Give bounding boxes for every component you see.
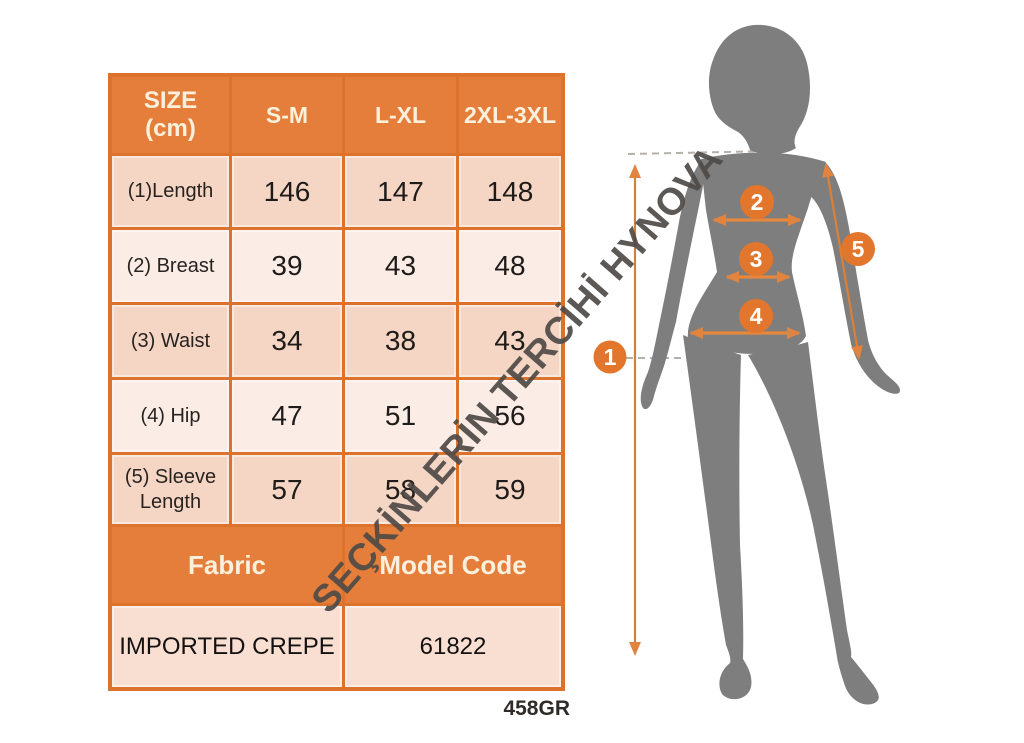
- model-code-header: Model Code: [345, 527, 561, 603]
- column-header-2xl3xl: 2XL-3XL: [459, 77, 561, 153]
- marker-5-circle: [841, 232, 875, 266]
- value-breast-sm: 39: [232, 230, 342, 302]
- row-label-length: (1)Length: [112, 156, 229, 227]
- column-header-size: SIZE (cm): [112, 77, 229, 153]
- row-label-hip: (4) Hip: [112, 380, 229, 452]
- marker-5-label: 5: [852, 236, 865, 262]
- female-silhouette-icon: [640, 24, 901, 705]
- fabric-value: IMPORTED CREPE: [112, 606, 342, 687]
- column-header-lxl: L-XL: [345, 77, 456, 153]
- value-length-lxl: 147: [345, 156, 456, 227]
- model-code-value: 61822: [345, 606, 561, 687]
- marker-4-label: 4: [750, 303, 763, 329]
- value-waist-sm: 34: [232, 305, 342, 377]
- sleeve-arrow: [822, 163, 863, 360]
- column-header-sm: S-M: [232, 77, 342, 153]
- fabric-header: Fabric: [112, 527, 342, 603]
- value-waist-lxl: 38: [345, 305, 456, 377]
- marker-4-circle: [739, 299, 773, 333]
- value-hip-2xl3xl: 56: [459, 380, 561, 452]
- value-breast-lxl: 43: [345, 230, 456, 302]
- column-header-size-label: SIZE (cm): [143, 87, 198, 142]
- value-hip-lxl: 51: [345, 380, 456, 452]
- marker-2-circle: [740, 185, 774, 219]
- row-label-sleeve: (5) Sleeve Length: [112, 455, 229, 524]
- marker-1-circle: [593, 340, 627, 374]
- marker-3-label: 3: [750, 246, 763, 272]
- row-label-breast: (2) Breast: [112, 230, 229, 302]
- value-sleeve-lxl: 58: [345, 455, 456, 524]
- row-label-waist: (3) Waist: [112, 305, 229, 377]
- value-length-sm: 146: [232, 156, 342, 227]
- measurement-markers: 1 2 3 4 5: [593, 185, 875, 374]
- size-table: SIZE (cm) S-M L-XL 2XL-3XL (1)Length 146…: [108, 73, 565, 691]
- marker-1-label: 1: [604, 344, 617, 370]
- marker-3-circle: [739, 242, 773, 276]
- product-code: 458GR: [503, 697, 570, 720]
- value-sleeve-2xl3xl: 59: [459, 455, 561, 524]
- value-waist-2xl3xl: 43: [459, 305, 561, 377]
- marker-2-label: 2: [751, 189, 764, 215]
- value-breast-2xl3xl: 48: [459, 230, 561, 302]
- value-hip-sm: 47: [232, 380, 342, 452]
- measurement-figure: 1 2 3 4 5: [593, 24, 901, 705]
- measurement-arrows: [629, 163, 863, 656]
- value-sleeve-sm: 57: [232, 455, 342, 524]
- value-length-2xl3xl: 148: [459, 156, 561, 227]
